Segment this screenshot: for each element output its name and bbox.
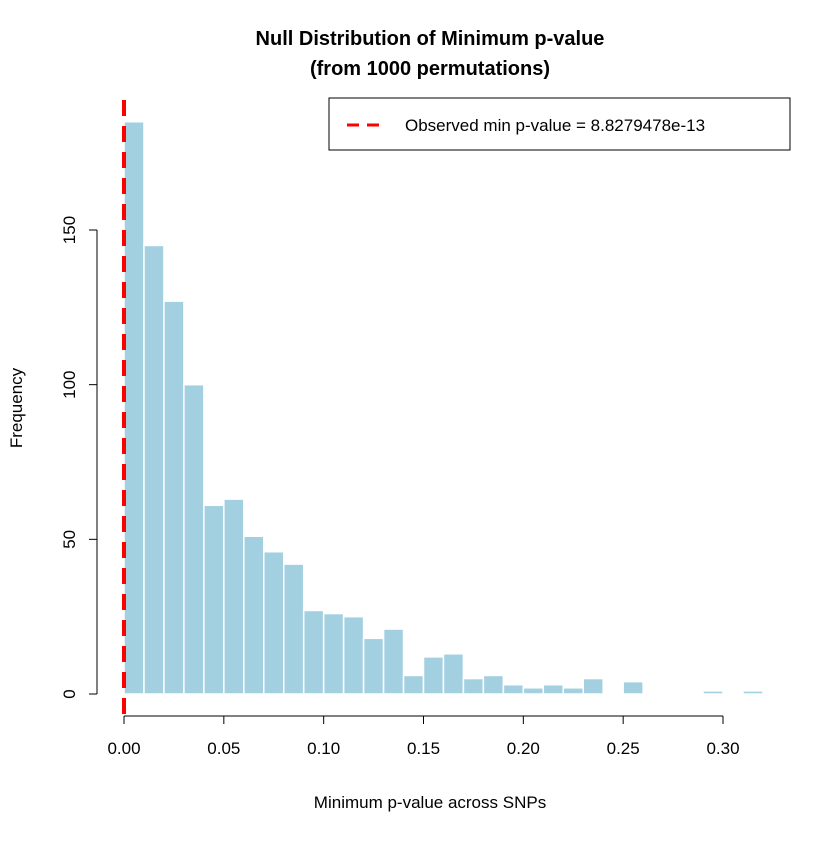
legend-box bbox=[328, 97, 791, 151]
histogram-bar bbox=[562, 687, 584, 695]
histogram-bar bbox=[163, 300, 185, 695]
histogram-bar bbox=[462, 677, 485, 695]
legend-entry: Observed min p-value = 8.8279478e-13 bbox=[405, 116, 705, 135]
y-tick-label: 100 bbox=[60, 370, 79, 398]
histogram-bar bbox=[123, 120, 145, 695]
x-tick-label: 0.00 bbox=[107, 739, 140, 758]
x-tick-label: 0.30 bbox=[706, 739, 739, 758]
histogram-bar bbox=[742, 690, 764, 695]
histogram-bar bbox=[322, 612, 345, 695]
legend: Observed min p-value = 8.8279478e-13 bbox=[328, 97, 791, 151]
bars-group bbox=[123, 120, 764, 695]
histogram-bar bbox=[282, 563, 305, 695]
histogram-bar bbox=[342, 615, 365, 695]
x-tick-label: 0.05 bbox=[207, 739, 240, 758]
histogram-bar bbox=[362, 637, 385, 695]
x-tick-label: 0.10 bbox=[307, 739, 340, 758]
y-tick-label: 150 bbox=[60, 216, 79, 244]
x-axis-label: Minimum p-value across SNPs bbox=[314, 793, 546, 812]
histogram-bar bbox=[582, 677, 604, 695]
x-tick-label: 0.15 bbox=[407, 739, 440, 758]
y-axis: 0 50 100 150 bbox=[60, 216, 98, 699]
histogram-bar bbox=[442, 653, 465, 695]
x-axis: 0.00 0.05 0.10 0.15 0.20 0.25 0.30 bbox=[107, 715, 740, 758]
histogram-bar bbox=[302, 609, 325, 695]
histogram-bar bbox=[402, 674, 425, 695]
histogram-bar bbox=[502, 683, 525, 695]
histogram-bar bbox=[702, 690, 724, 695]
histogram-bar bbox=[422, 656, 445, 695]
x-tick-label: 0.25 bbox=[607, 739, 640, 758]
histogram-bar bbox=[263, 550, 285, 695]
x-tick-label: 0.20 bbox=[507, 739, 540, 758]
histogram-bar bbox=[522, 687, 545, 695]
y-axis-label: Frequency bbox=[7, 367, 26, 448]
y-tick-label: 0 bbox=[60, 689, 79, 698]
y-tick-label: 50 bbox=[60, 530, 79, 549]
histogram-bar bbox=[542, 683, 565, 695]
chart-title: Null Distribution of Minimum p-value bbox=[256, 28, 605, 50]
histogram-bar bbox=[622, 680, 644, 695]
histogram-bar bbox=[482, 674, 505, 695]
chart-subtitle: (from 1000 permutations) bbox=[310, 58, 550, 80]
histogram-bar bbox=[223, 498, 245, 695]
histogram-bar bbox=[382, 628, 405, 695]
histogram-bar bbox=[183, 383, 205, 695]
histogram-bar bbox=[203, 504, 225, 695]
histogram-bar bbox=[143, 244, 165, 695]
histogram-bar bbox=[243, 535, 265, 695]
